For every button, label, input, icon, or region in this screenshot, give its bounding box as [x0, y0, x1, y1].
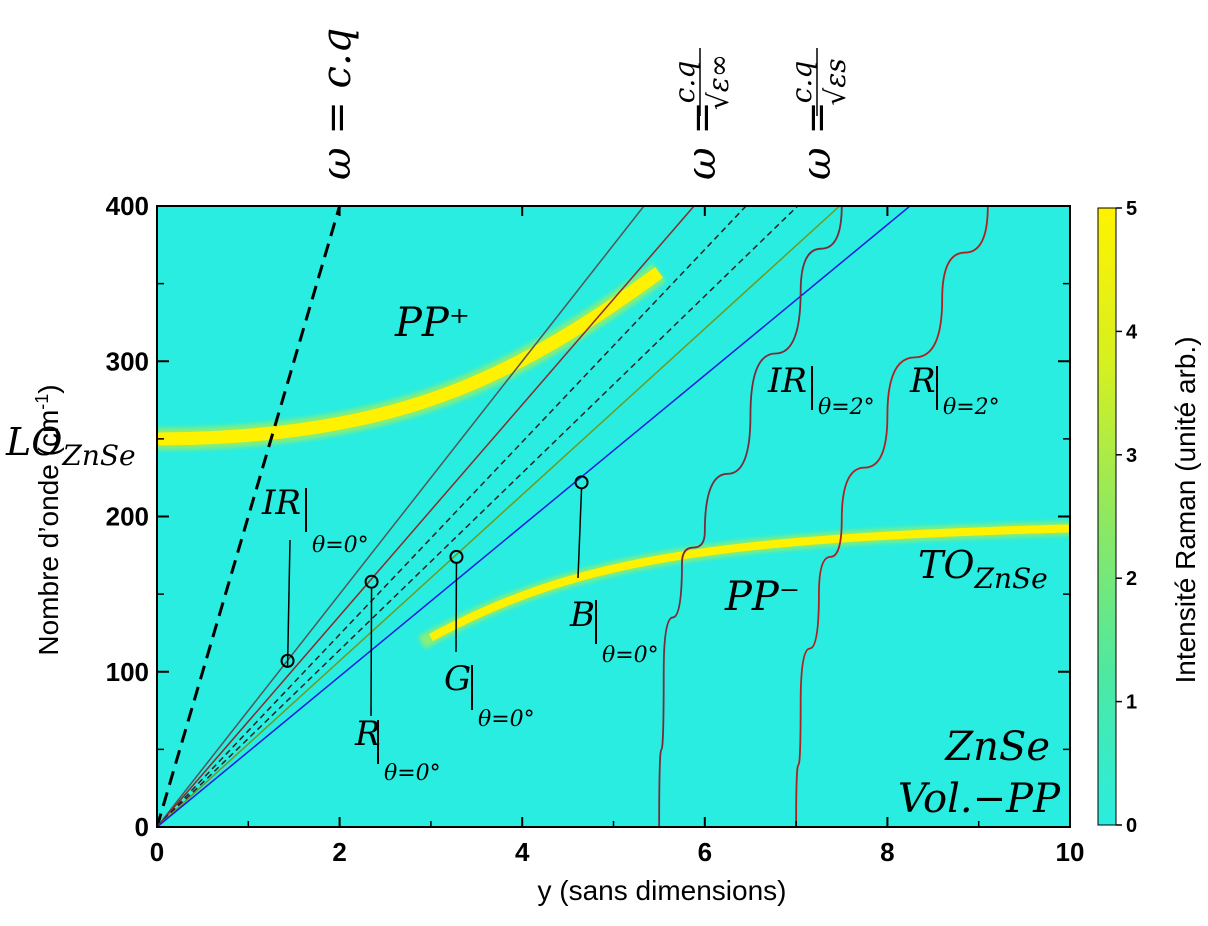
dispersion-line-3 [157, 206, 747, 827]
label-ir-theta0: IR [261, 483, 301, 523]
y-tick-label-3: 300 [106, 346, 149, 376]
plot-content [157, 206, 1070, 827]
label-g-theta0-sub: θ=0° [478, 707, 535, 732]
label-znse: ZnSe [943, 724, 1050, 770]
label-b-theta0-sub: θ=0° [602, 643, 659, 668]
label-r-theta0: R [354, 714, 381, 754]
y-tick-label-4: 400 [106, 191, 149, 221]
colorbar-tick-label-0: 0 [1126, 815, 1137, 837]
label-ir-theta2-sub: θ=2° [818, 395, 875, 420]
annotation-omega-einf-num: c.q [668, 61, 701, 104]
y-axis-title-sup: -1 [32, 394, 52, 410]
x-tick-label-0: 0 [150, 837, 164, 867]
angle-curve-1 [795, 206, 989, 827]
label-lo: LOZnSe [5, 420, 136, 472]
x-tick-label-5: 10 [1056, 837, 1085, 867]
dispersion-line-5 [157, 206, 841, 827]
pp-minus-band [429, 524, 1070, 642]
label-lo-sub: ZnSe [61, 439, 135, 472]
label-r-theta0-sub: θ=0° [384, 761, 441, 786]
annotation-omega-es-num: c.q [785, 61, 818, 104]
marker-leader-0 [286, 539, 291, 667]
label-ir-theta0-sub: θ=0° [312, 533, 369, 558]
label-g-theta0: G [444, 659, 471, 699]
marker-leader-1 [370, 587, 373, 717]
label-to: TOZnSe [918, 543, 1048, 595]
label-r-theta2: R [909, 361, 936, 401]
dispersion-line-2 [157, 206, 695, 827]
x-tick-label-4: 8 [880, 837, 894, 867]
y-tick-label-2: 200 [106, 502, 149, 532]
x-tick-label-1: 2 [332, 837, 346, 867]
dispersion-line-6 [157, 206, 911, 827]
x-tick-label-2: 4 [515, 837, 530, 867]
y-tick-label-0: 0 [135, 812, 149, 842]
colorbar-tick-label-3: 3 [1126, 445, 1137, 467]
colorbar [1097, 207, 1117, 826]
label-b-theta0: B [569, 595, 595, 635]
y-tick-label-1: 100 [106, 657, 149, 687]
label-r-theta2-sub: θ=2° [943, 395, 1000, 420]
angle-curve-0 [658, 206, 843, 827]
annotation-omega-einf-lhs: ω = [679, 101, 725, 180]
point-markers [280, 475, 589, 717]
intensity-bands [157, 263, 1070, 649]
x-tick-label-3: 6 [698, 837, 712, 867]
dispersion-line-0 [157, 206, 342, 827]
colorbar-title: Intensité Raman (unité arb.) [1170, 336, 1201, 683]
dispersion-line-4 [157, 206, 799, 827]
colorbar-tick-label-2: 2 [1126, 568, 1137, 590]
label-ir-theta2: IR [767, 361, 807, 401]
label-vol-pp: Vol.−PP [898, 776, 1061, 822]
pp-plus-band [157, 267, 663, 446]
annotation-omega-cq: ω = c.q [314, 28, 360, 180]
label-to-sub: ZnSe [974, 562, 1048, 595]
marker-leader-3 [577, 488, 583, 579]
dispersion-line-1 [157, 206, 645, 827]
colorbar-tick-label-1: 1 [1126, 692, 1137, 714]
plot-annotations: PP⁺ PP⁻ LOZnSe TOZnSe ZnSe Vol.−PP IR θ=… [5, 300, 1061, 822]
annotation-omega-es-den: √εs [819, 58, 852, 105]
colorbar-tick-label-5: 5 [1126, 198, 1137, 220]
y-axis-title: Nombre d’onde (cm-1) [32, 384, 64, 655]
colorbar-ticks: 0 1 2 3 4 5 [1116, 198, 1138, 837]
angle-curves [658, 206, 989, 827]
annotation-omega-einf-den: √ε∞ [702, 54, 735, 110]
dispersion-lines [157, 206, 911, 827]
top-annotations: ω = c.q ω = c.q √ε∞ ω = c.q √εs [314, 28, 852, 180]
label-pp-minus: PP⁻ [724, 574, 800, 620]
x-axis-title: y (sans dimensions) [538, 875, 787, 906]
colorbar-tick-label-4: 4 [1126, 321, 1138, 343]
label-pp-plus: PP⁺ [394, 300, 470, 346]
